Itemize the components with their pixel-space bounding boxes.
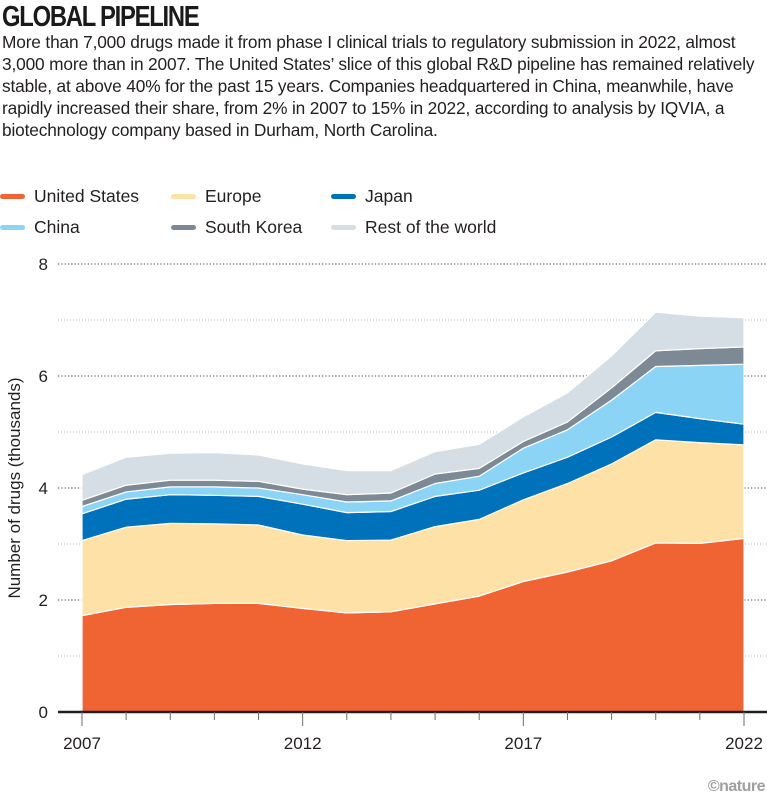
legend-label: Japan <box>365 185 413 206</box>
legend-swatch-rest-of-world <box>331 224 356 230</box>
legend-swatch-europe <box>171 193 196 199</box>
legend-item-europe: Europe <box>171 184 261 208</box>
x-tick-label: 2007 <box>63 734 101 753</box>
legend: United States Europe Japan China South K… <box>0 184 560 244</box>
nature-credit-logo: ©nature <box>707 778 766 795</box>
legend-item-japan: Japan <box>331 184 413 208</box>
legend-label: China <box>34 216 80 237</box>
y-tick-label: 6 <box>39 367 48 386</box>
legend-swatch-japan <box>331 193 356 199</box>
x-tick-label: 2022 <box>725 734 763 753</box>
legend-label: South Korea <box>205 216 303 237</box>
y-tick-label: 4 <box>39 479 48 498</box>
legend-label: Rest of the world <box>365 216 497 237</box>
area-layers <box>81 311 745 713</box>
axes: 0 2 4 6 8 2007 2012 2017 2022 <box>39 255 767 753</box>
y-axis-title: Number of drugs (thousands) <box>5 377 24 598</box>
y-tick-label: 2 <box>39 591 48 610</box>
legend-item-rest-of-world: Rest of the world <box>331 215 496 239</box>
x-tick-label: 2017 <box>504 734 542 753</box>
legend-label: United States <box>34 185 140 206</box>
chart-title: GLOBAL PIPELINE <box>2 1 200 33</box>
y-tick-label: 0 <box>39 703 48 722</box>
legend-item-china: China <box>0 215 80 239</box>
chart-description: More than 7,000 drugs made it from phase… <box>2 32 755 140</box>
area-rest-of-the-world <box>81 311 745 501</box>
y-tick-label: 8 <box>39 255 48 274</box>
x-tick-label: 2012 <box>284 734 322 753</box>
legend-label: Europe <box>205 185 262 206</box>
legend-swatch-united-states <box>0 193 25 199</box>
legend-item-south-korea: South Korea <box>171 215 302 239</box>
legend-swatch-south-korea <box>171 224 196 230</box>
legend-item-united-states: United States <box>0 184 139 208</box>
legend-swatch-china <box>0 224 25 230</box>
